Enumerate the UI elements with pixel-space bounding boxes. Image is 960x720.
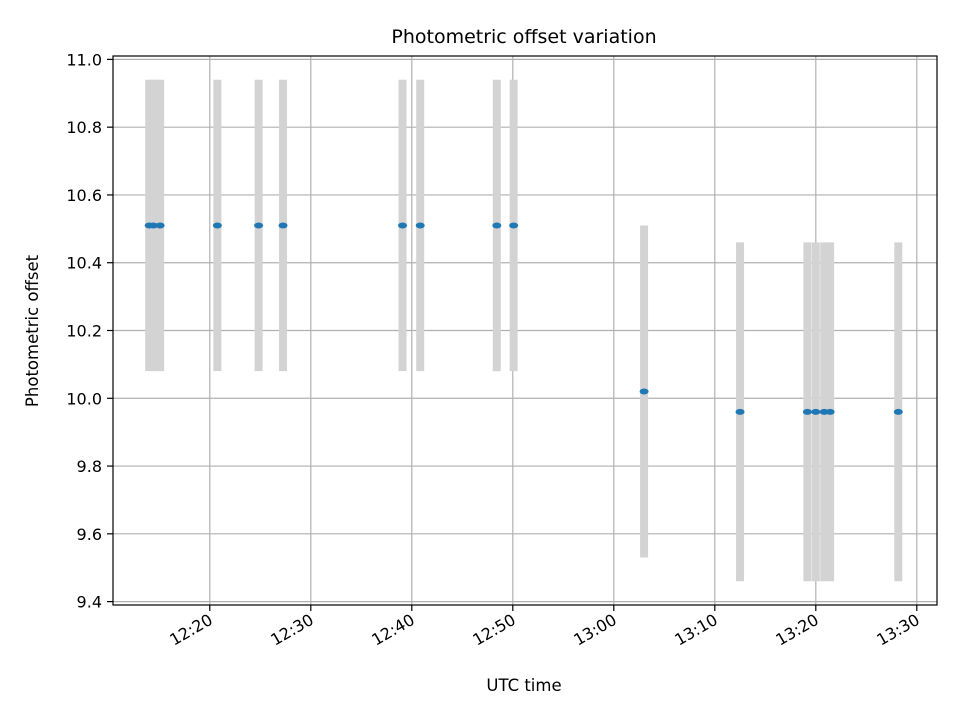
y-axis-ticks: 9.4 9.6 9.8 10.0 10.2 10.4 10.6 10.8 11.0 bbox=[66, 50, 113, 612]
data-point bbox=[639, 388, 649, 395]
data-point bbox=[893, 408, 903, 415]
x-tick-label: 12:40 bbox=[368, 610, 417, 650]
grid bbox=[113, 56, 937, 605]
data-point bbox=[509, 222, 519, 229]
y-tick-label: 9.6 bbox=[77, 525, 102, 544]
x-tick-label: 12:20 bbox=[166, 610, 215, 650]
y-tick-label: 9.8 bbox=[77, 457, 102, 476]
y-tick-label: 10.8 bbox=[66, 118, 102, 137]
y-tick-label: 10.4 bbox=[66, 254, 102, 273]
data-point bbox=[148, 222, 158, 229]
x-tick-label: 12:50 bbox=[469, 610, 518, 650]
x-axis-ticks: 12:20 12:30 12:40 12:50 13:00 13:10 13:20 13:30 bbox=[166, 605, 923, 650]
y-axis-label: Photometric offset bbox=[23, 254, 42, 407]
data-point bbox=[492, 222, 502, 229]
data-point bbox=[212, 222, 222, 229]
data-point bbox=[811, 408, 821, 415]
x-axis-label: UTC time bbox=[486, 676, 561, 695]
data-point bbox=[254, 222, 264, 229]
y-tick-label: 9.4 bbox=[77, 593, 102, 612]
data-point bbox=[735, 408, 745, 415]
data-point bbox=[398, 222, 408, 229]
x-tick-label: 13:00 bbox=[570, 610, 619, 650]
data-point bbox=[825, 408, 835, 415]
x-tick-label: 13:30 bbox=[873, 610, 922, 650]
y-tick-label: 11.0 bbox=[66, 50, 102, 69]
x-tick-label: 12:30 bbox=[267, 610, 316, 650]
y-tick-label: 10.0 bbox=[66, 389, 102, 408]
data-point bbox=[802, 408, 812, 415]
data-points bbox=[144, 222, 903, 415]
data-point bbox=[155, 222, 165, 229]
chart-title: Photometric offset variation bbox=[391, 26, 656, 48]
x-tick-label: 13:10 bbox=[671, 610, 720, 650]
x-tick-label: 13:20 bbox=[772, 610, 821, 650]
data-point bbox=[278, 222, 288, 229]
y-tick-label: 10.2 bbox=[66, 322, 102, 341]
y-tick-label: 10.6 bbox=[66, 186, 102, 205]
data-point bbox=[415, 222, 425, 229]
